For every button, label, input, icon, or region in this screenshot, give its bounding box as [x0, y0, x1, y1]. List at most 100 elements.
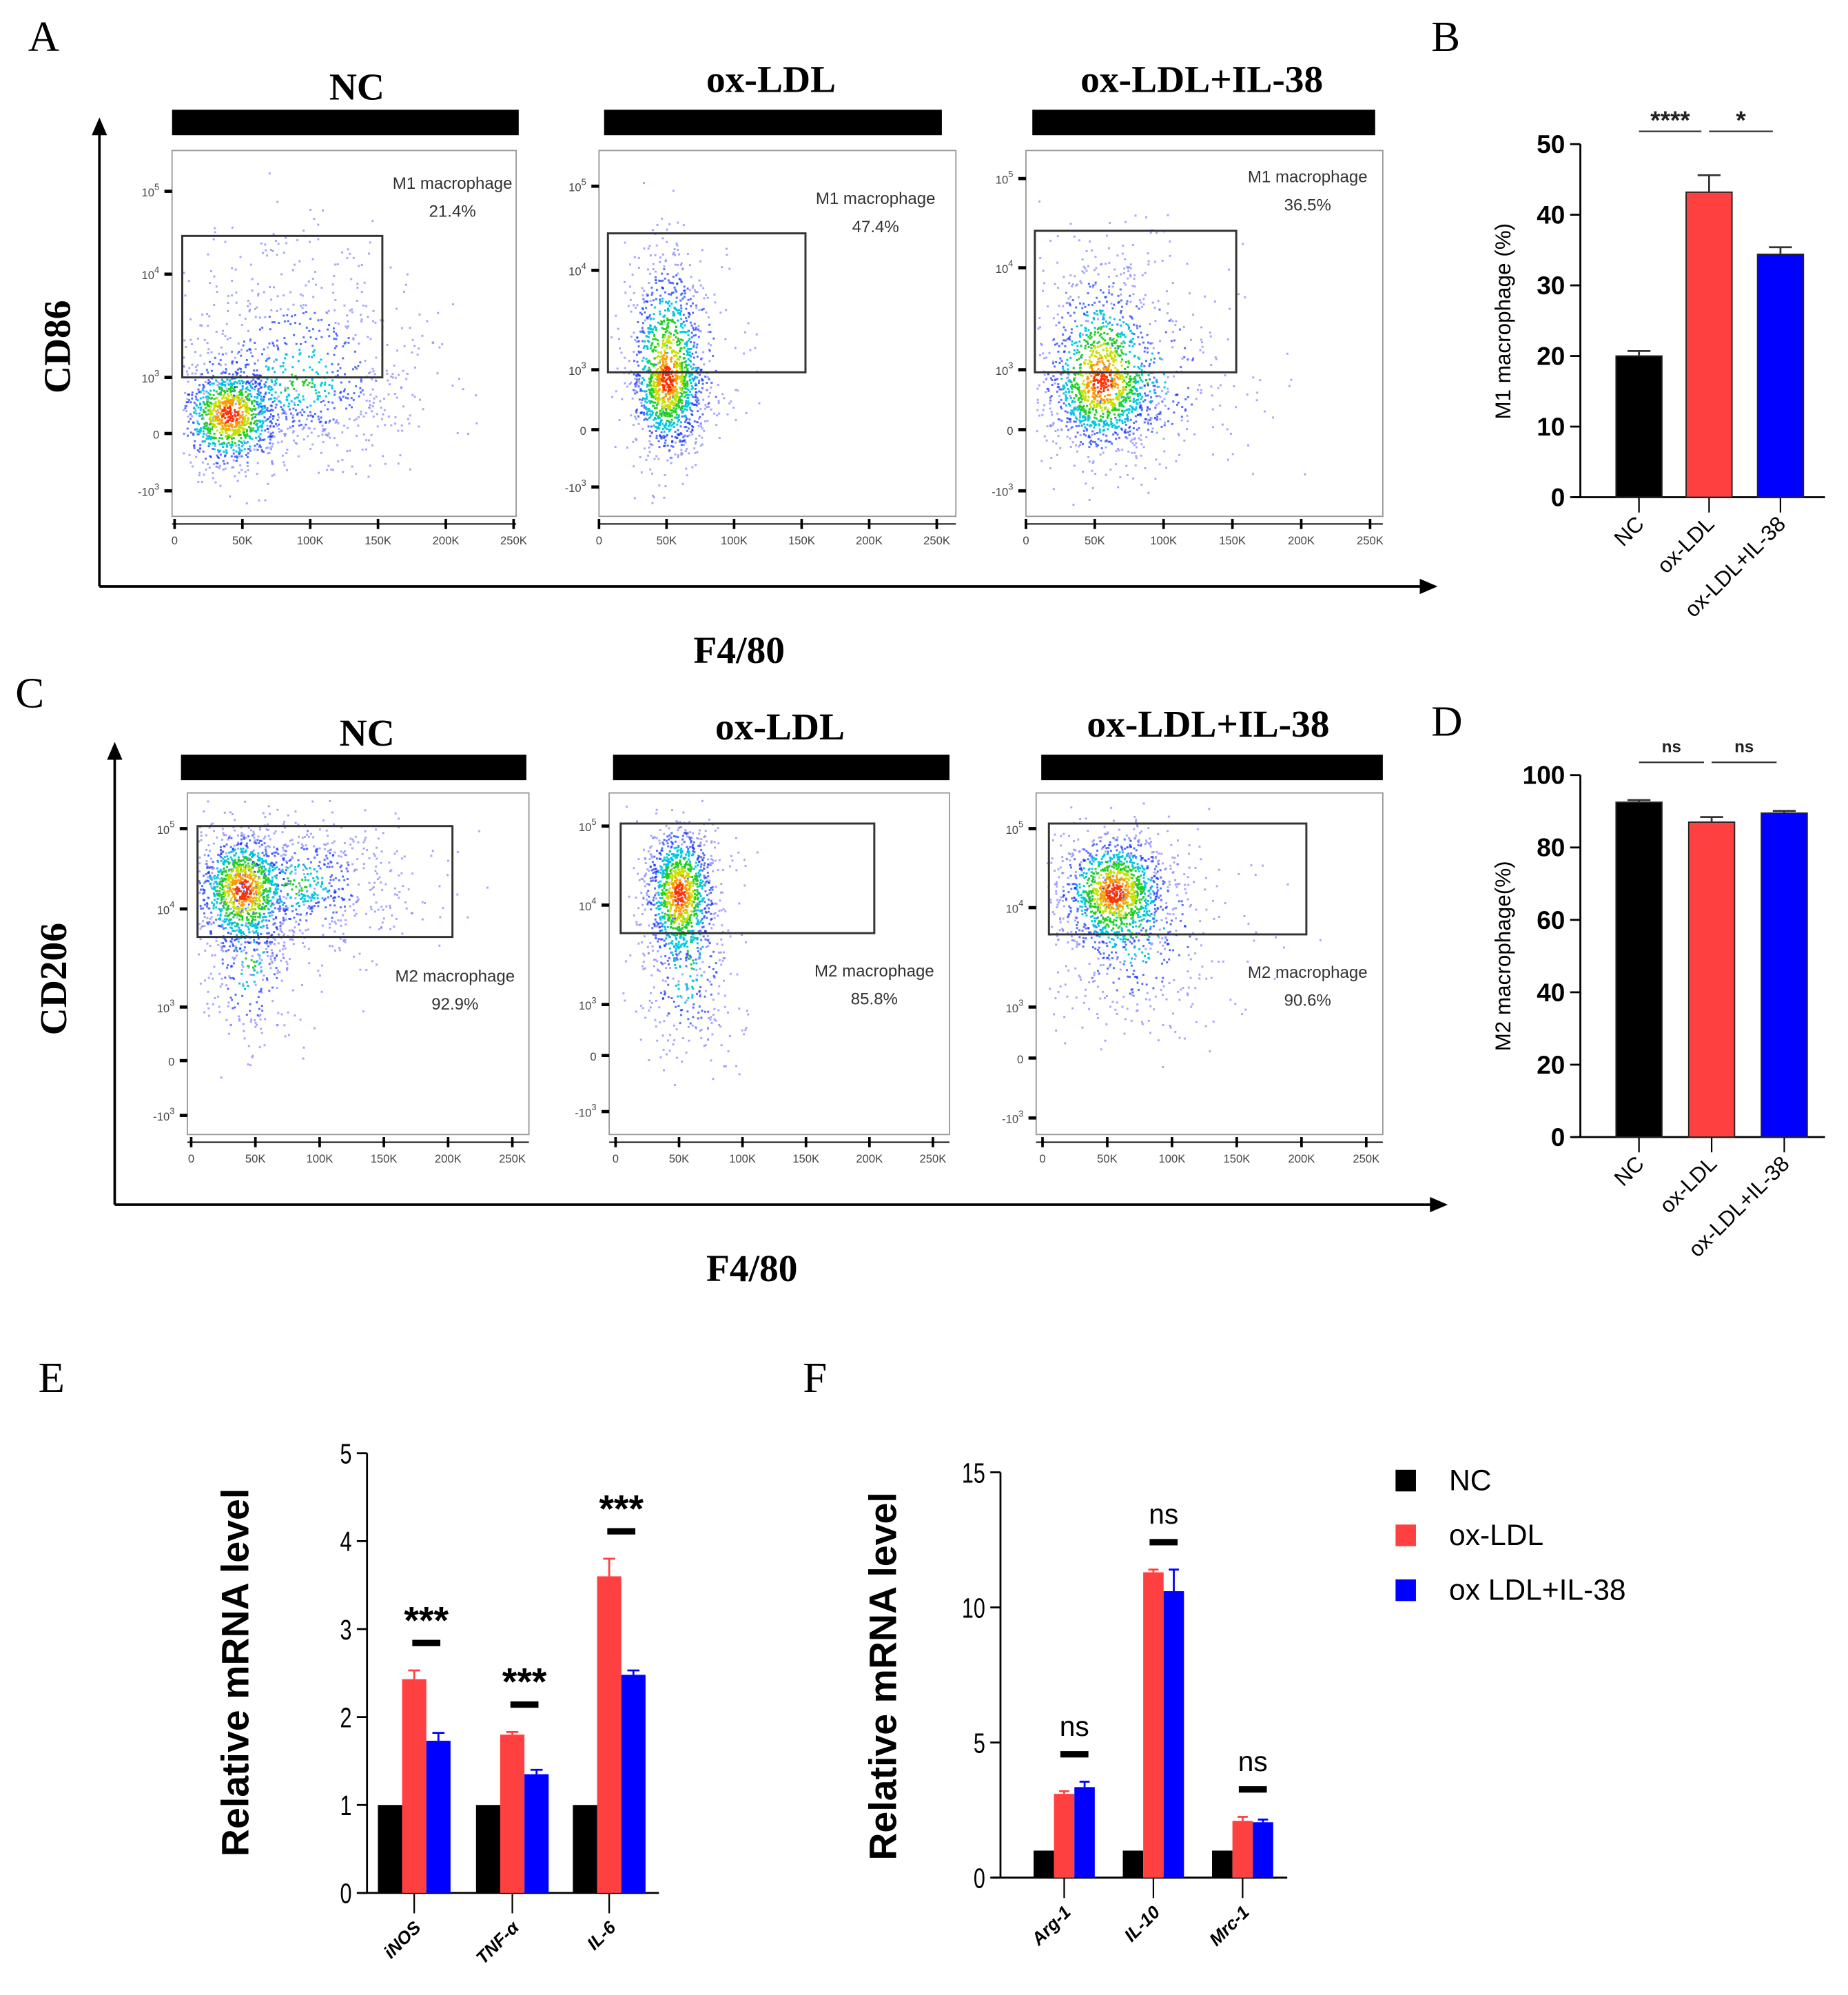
flow-event-dot	[666, 378, 669, 380]
flow-event-dot	[218, 443, 221, 446]
flow-event-dot	[346, 314, 349, 317]
flow-event-dot	[1084, 426, 1087, 429]
flow-event-dot	[704, 404, 707, 407]
flow-event-dot	[293, 263, 296, 266]
flow-event-dot	[1066, 377, 1069, 380]
flow-event-dot	[260, 412, 263, 415]
flow-event-dot	[317, 238, 320, 241]
flow-event-dot	[1062, 339, 1065, 342]
flow-event-dot	[1116, 254, 1119, 257]
flow-event-dot	[1074, 374, 1077, 376]
flow-event-dot	[365, 412, 367, 415]
flow-event-dot	[204, 424, 207, 427]
flow-event-dot	[697, 325, 700, 327]
flow-event-dot	[637, 345, 640, 348]
flow-event-dot	[320, 358, 322, 361]
flow-event-dot	[641, 397, 644, 400]
flow-event-dot	[1135, 388, 1138, 391]
flow-event-dot	[657, 415, 660, 418]
flow-event-dot	[1069, 335, 1071, 338]
flow-event-dot	[1084, 419, 1087, 422]
flow-event-dot	[1086, 340, 1089, 343]
flow-event-dot	[188, 453, 191, 456]
flow-event-dot	[1158, 413, 1160, 416]
flow-event-dot	[1087, 362, 1089, 365]
flow-event-dot	[686, 341, 688, 344]
flow-event-dot	[1147, 407, 1149, 409]
flow-event-dot	[1116, 334, 1118, 336]
flow-event-dot	[301, 294, 304, 297]
flow-event-dot	[1186, 263, 1189, 265]
flow-event-dot	[1052, 423, 1055, 426]
flow-event-dot	[284, 389, 287, 391]
flow-event-dot	[1107, 415, 1109, 418]
flow-event-dot	[695, 401, 698, 404]
flow-event-dot	[1155, 404, 1158, 407]
flow-event-dot	[1079, 396, 1082, 399]
flow-y-axis-label: CD86	[37, 300, 79, 393]
flow-event-dot	[1138, 299, 1141, 302]
flow-event-dot	[1088, 416, 1091, 418]
flow-event-dot	[219, 484, 222, 487]
flow-event-dot	[670, 456, 673, 459]
flow-event-dot	[224, 391, 227, 394]
flow-event-dot	[247, 389, 249, 391]
flow-event-dot	[683, 285, 686, 288]
flow-event-dot	[207, 392, 210, 395]
flow-event-dot	[666, 241, 668, 243]
flow-event-dot	[696, 356, 699, 358]
flow-event-dot	[1094, 393, 1097, 396]
flow-event-dot	[274, 240, 277, 243]
flow-event-dot	[1136, 305, 1138, 308]
flow-event-dot	[352, 398, 355, 401]
flow-event-dot	[1107, 401, 1109, 404]
flow-event-dot	[302, 384, 305, 387]
flow-event-dot	[704, 376, 707, 378]
flow-event-dot	[1111, 345, 1114, 347]
flow-event-dot	[380, 319, 382, 322]
flow-event-dot	[1097, 367, 1100, 370]
flow-event-dot	[641, 313, 643, 316]
flow-event-dot	[1107, 359, 1109, 362]
flow-event-dot	[675, 400, 677, 402]
flow-event-dot	[659, 374, 661, 377]
flow-event-dot	[1078, 334, 1081, 336]
flow-event-dot	[686, 447, 688, 450]
flow-event-dot	[1137, 356, 1140, 359]
flow-event-dot	[664, 277, 666, 280]
flow-event-dot	[628, 360, 630, 362]
flow-event-dot	[685, 402, 687, 405]
flow-event-dot	[697, 336, 700, 338]
y-tick-base: 10	[142, 186, 155, 199]
flow-event-dot	[1140, 305, 1143, 308]
flow-event-dot	[231, 362, 234, 365]
flow-event-dot	[245, 359, 248, 361]
flow-event-dot	[707, 342, 710, 345]
flow-event-dot	[664, 404, 667, 407]
flow-event-dot	[1093, 396, 1096, 399]
flow-event-dot	[258, 391, 260, 393]
y-tick-exponent: 3	[154, 368, 159, 378]
flow-event-dot	[1080, 373, 1082, 376]
panel-label: B	[1431, 12, 1460, 61]
flow-event-dot	[299, 400, 302, 403]
flow-event-dot	[660, 431, 663, 433]
flow-event-dot	[209, 416, 212, 419]
flow-event-dot	[1133, 323, 1136, 326]
flow-event-dot	[661, 384, 664, 387]
flow-event-dot	[269, 438, 271, 441]
flow-event-dot	[242, 418, 245, 421]
flow-event-dot	[300, 305, 302, 307]
flow-event-dot	[661, 405, 664, 407]
flow-event-dot	[683, 296, 686, 298]
flow-event-dot	[641, 376, 644, 379]
flow-event-dot	[263, 386, 266, 388]
flow-event-dot	[1057, 287, 1060, 289]
flow-event-dot	[681, 297, 684, 300]
flow-event-dot	[309, 447, 312, 450]
flow-event-dot	[1192, 357, 1195, 360]
flow-event-dot	[1096, 360, 1099, 363]
flow-event-dot	[259, 328, 261, 331]
flow-event-dot	[668, 449, 671, 451]
flow-event-dot	[1096, 345, 1099, 348]
